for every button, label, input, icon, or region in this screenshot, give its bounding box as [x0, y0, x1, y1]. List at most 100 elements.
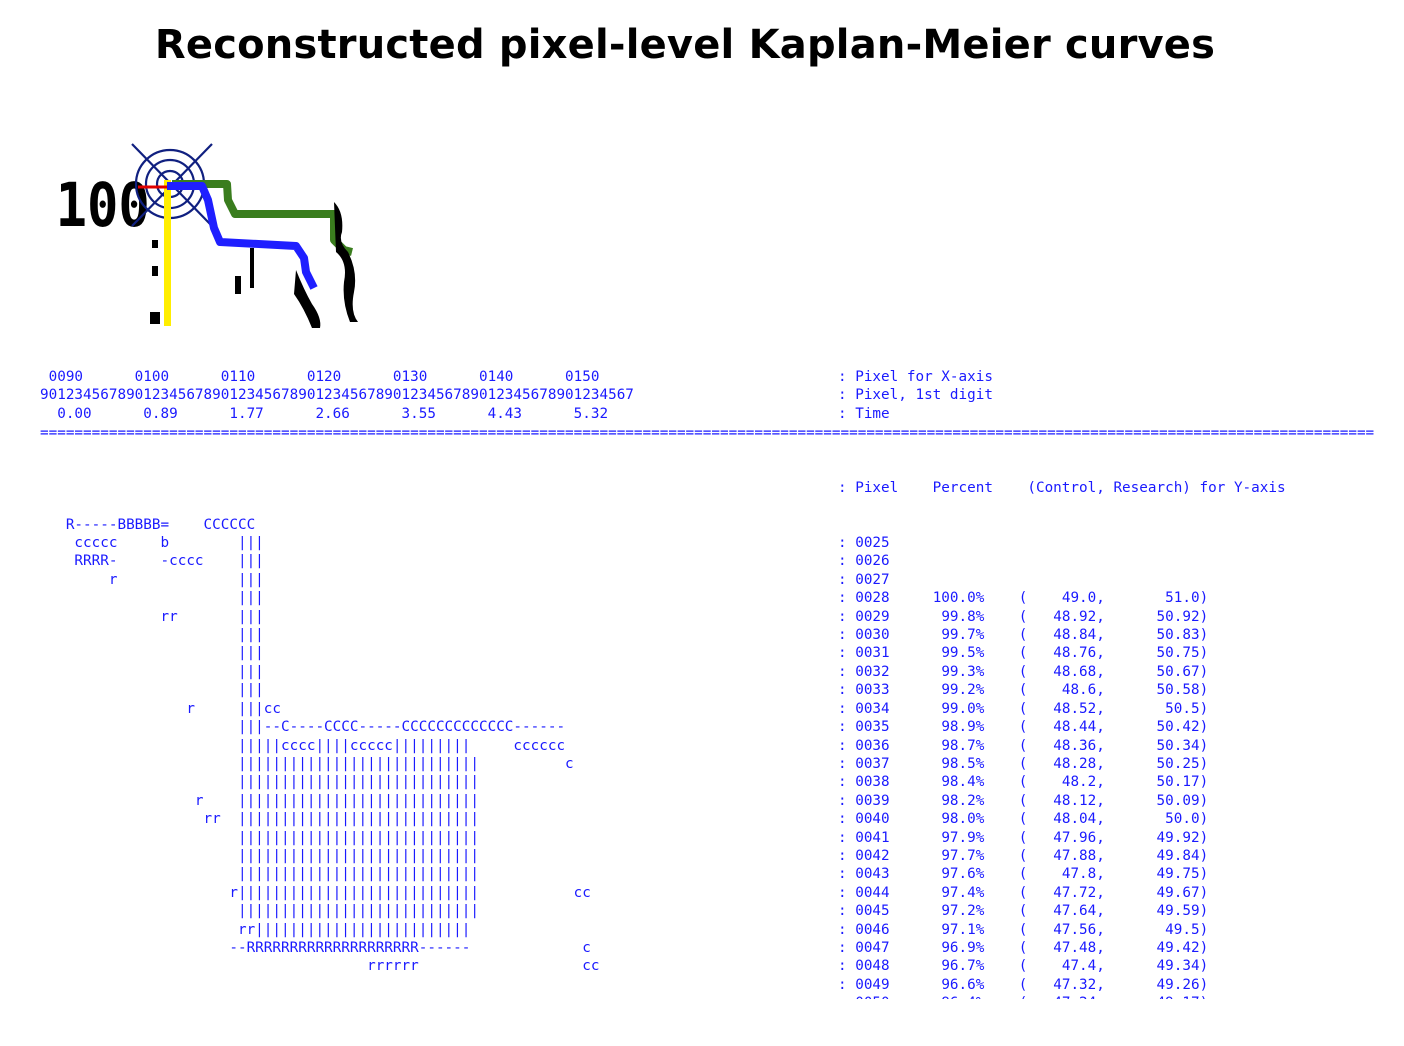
percent-value: 98.0%: [941, 811, 985, 828]
pixel-hundreds-row: 0090 0100 0110 0120 0130 0140 0150: [40, 369, 600, 385]
table-row: : 0031 99.5% ( 48.76, 50.75): [838, 644, 1286, 662]
ascii-plot-line: |||: [40, 590, 264, 607]
ascii-plot-line: ||||||||||||||||||||||||||||: [40, 903, 479, 920]
gap: ): [1199, 903, 1209, 920]
gap: [1045, 774, 1062, 790]
control-value: 47.48: [1053, 939, 1097, 956]
gap: [1045, 627, 1054, 643]
gap: ,: [1096, 903, 1157, 920]
gap: [890, 922, 942, 938]
gap: (: [984, 995, 1044, 999]
control-value: 47.64: [1053, 903, 1097, 920]
table-row: : 0042 97.7% ( 47.88, 49.84): [838, 847, 1286, 865]
row-prefix: :: [838, 755, 856, 772]
table-row: : 0025: [838, 534, 1286, 552]
research-value: 50.0: [1165, 811, 1200, 828]
gap: ): [1199, 719, 1209, 736]
y-axis-table: : Pixel Percent (Control, Research) for …: [838, 442, 1286, 999]
research-value: 49.75: [1156, 866, 1200, 883]
ascii-plot-line: ||||||||||||||||||||||||||||: [40, 774, 479, 791]
row-prefix: :: [838, 590, 856, 607]
gap: ): [1200, 995, 1209, 999]
percent-value: 97.9%: [941, 829, 985, 846]
table-row: : 0027: [838, 571, 1286, 589]
gap: [1045, 848, 1054, 864]
ascii-plot-line: ||||||||||||||||||||||||||||: [40, 829, 479, 846]
gap: ): [1199, 976, 1209, 993]
percent-value: 96.4%: [941, 995, 984, 999]
gap: ,: [1096, 645, 1157, 662]
percent-value: 96.9%: [941, 939, 985, 956]
gap: [890, 664, 942, 680]
pixel-value: 0030: [855, 627, 890, 644]
row-prefix: :: [838, 829, 856, 846]
gap: ,: [1096, 719, 1157, 736]
gap: (: [984, 847, 1045, 864]
pixel-value: 0041: [855, 829, 890, 846]
gap: ,: [1096, 627, 1157, 644]
control-value: 47.8: [1061, 866, 1097, 883]
gap: ): [1199, 700, 1209, 717]
separator-line: ========================================…: [40, 425, 1374, 438]
percent-value: 97.6%: [941, 866, 985, 883]
pixel-value: 0028: [855, 590, 890, 607]
gap: [890, 701, 942, 717]
row-prefix: :: [838, 535, 856, 552]
ascii-plot-line: r |||: [40, 571, 264, 588]
gap: (: [984, 700, 1045, 717]
gap: [1045, 811, 1054, 827]
gap: (: [984, 792, 1045, 809]
gap: [890, 811, 942, 827]
pixel-value: 0050: [855, 995, 889, 999]
table-row: : 0038 98.4% ( 48.2, 50.17): [838, 773, 1286, 791]
row-prefix: :: [838, 700, 856, 717]
control-value: 47.24: [1053, 995, 1096, 999]
gap: (: [984, 939, 1045, 956]
gap: [1045, 922, 1054, 938]
ascii-plot-line: rrrrrr cc: [40, 958, 600, 975]
research-value: 50.92: [1156, 608, 1200, 625]
ascii-plot-line: rr |||: [40, 608, 264, 625]
gap: ): [1199, 774, 1209, 791]
gap: [890, 590, 933, 606]
gap: [1045, 719, 1054, 735]
gap: [890, 866, 942, 882]
gap: ,: [1096, 608, 1157, 625]
percent-value: 96.7%: [941, 958, 985, 975]
thumbnail-yellow-bar: [164, 180, 171, 326]
percent-value: 99.3%: [941, 663, 985, 680]
gap: [1045, 701, 1054, 717]
control-value: 47.4: [1061, 958, 1097, 975]
gap: [890, 903, 942, 919]
row-prefix: :: [838, 571, 856, 588]
gap: ): [1199, 755, 1209, 772]
research-value: 49.34: [1156, 958, 1200, 975]
row-prefix: :: [838, 903, 856, 920]
gap: [890, 958, 942, 974]
ascii-plot-line: |||: [40, 663, 264, 680]
thumbnail-black-strokes: [150, 202, 358, 328]
gap: ): [1199, 590, 1209, 607]
row-prefix: :: [838, 719, 856, 736]
percent-value: 96.6%: [941, 976, 985, 993]
gap: (: [984, 682, 1045, 699]
row-prefix: :: [838, 921, 856, 938]
table-row: : 0036 98.7% ( 48.36, 50.34): [838, 737, 1286, 755]
pixel-value: 0034: [855, 700, 890, 717]
gap: ): [1199, 939, 1209, 956]
gap: [1045, 885, 1054, 901]
research-value: 50.34: [1156, 737, 1200, 754]
row-prefix: :: [838, 627, 856, 644]
gap: ,: [1096, 958, 1157, 975]
gap: (: [984, 958, 1045, 975]
research-value: 50.67: [1156, 663, 1200, 680]
ascii-plot-line: [40, 497, 599, 515]
research-value: 49.5: [1165, 921, 1200, 938]
gap: [890, 774, 942, 790]
pixel-value: 0032: [855, 663, 890, 680]
percent-value: 97.4%: [941, 884, 985, 901]
gap: ,: [1096, 976, 1157, 993]
percent-value: 99.7%: [941, 627, 985, 644]
control-value: 48.44: [1053, 719, 1097, 736]
ascii-plot-line: [40, 442, 599, 460]
